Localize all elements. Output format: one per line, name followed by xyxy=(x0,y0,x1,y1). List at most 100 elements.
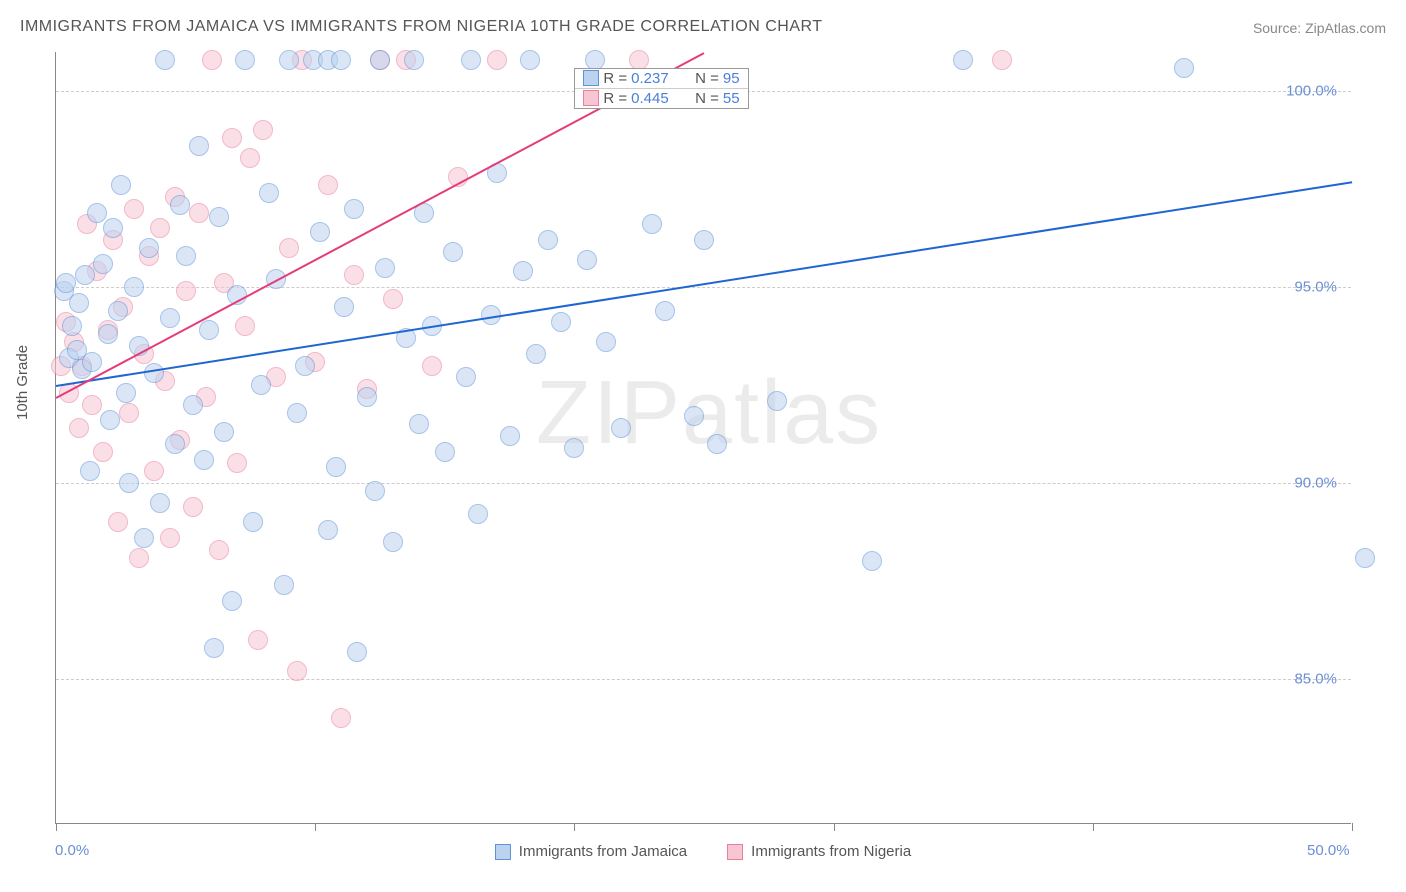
x-tick xyxy=(56,823,57,831)
x-tick xyxy=(1352,823,1353,831)
data-point xyxy=(279,50,299,70)
data-point xyxy=(375,258,395,278)
data-point xyxy=(183,395,203,415)
data-point xyxy=(222,128,242,148)
x-tick xyxy=(315,823,316,831)
n-label: N = xyxy=(695,70,719,87)
data-point xyxy=(953,50,973,70)
data-point xyxy=(461,50,481,70)
y-tick-label: 100.0% xyxy=(1286,83,1337,100)
r-label: R = xyxy=(603,70,627,87)
stats-legend-row: R =0.237N =95 xyxy=(575,69,747,88)
data-point xyxy=(199,320,219,340)
x-tick xyxy=(834,823,835,831)
x-tick xyxy=(1093,823,1094,831)
data-point xyxy=(334,297,354,317)
data-point xyxy=(1355,548,1375,568)
data-point xyxy=(202,50,222,70)
data-point xyxy=(170,195,190,215)
data-point xyxy=(344,265,364,285)
data-point xyxy=(160,308,180,328)
gridline xyxy=(56,679,1351,680)
r-value: 0.445 xyxy=(631,90,681,107)
data-point xyxy=(176,246,196,266)
data-point xyxy=(526,344,546,364)
y-axis-label: 10th Grade xyxy=(14,345,31,420)
data-point xyxy=(103,218,123,238)
gridline xyxy=(56,287,1351,288)
data-point xyxy=(139,238,159,258)
data-point xyxy=(992,50,1012,70)
data-point xyxy=(124,199,144,219)
data-point xyxy=(331,708,351,728)
data-point xyxy=(209,207,229,227)
data-point xyxy=(56,273,76,293)
data-point xyxy=(82,352,102,372)
legend-swatch xyxy=(583,90,599,106)
data-point xyxy=(487,50,507,70)
legend-swatch-jamaica xyxy=(495,844,511,860)
data-point xyxy=(129,548,149,568)
bottom-legend: Immigrants from Jamaica Immigrants from … xyxy=(0,843,1406,860)
data-point xyxy=(435,442,455,462)
data-point xyxy=(767,391,787,411)
data-point xyxy=(404,50,424,70)
data-point xyxy=(596,332,616,352)
data-point xyxy=(62,316,82,336)
data-point xyxy=(409,414,429,434)
data-point xyxy=(243,512,263,532)
legend-label-nigeria: Immigrants from Nigeria xyxy=(751,843,911,860)
data-point xyxy=(500,426,520,446)
x-tick-label: 0.0% xyxy=(55,842,89,859)
data-point xyxy=(251,375,271,395)
data-point xyxy=(513,261,533,281)
data-point xyxy=(520,50,540,70)
data-point xyxy=(189,136,209,156)
legend-swatch xyxy=(583,70,599,86)
data-point xyxy=(347,642,367,662)
data-point xyxy=(87,203,107,223)
data-point xyxy=(69,293,89,313)
data-point xyxy=(538,230,558,250)
data-point xyxy=(577,250,597,270)
data-point xyxy=(253,120,273,140)
chart-frame: ZIPatlas 85.0%90.0%95.0%100.0%R =0.237N … xyxy=(55,52,1351,824)
x-tick xyxy=(574,823,575,831)
data-point xyxy=(93,442,113,462)
n-value: 95 xyxy=(723,70,740,87)
data-point xyxy=(383,532,403,552)
data-point xyxy=(119,473,139,493)
data-point xyxy=(331,50,351,70)
data-point xyxy=(279,238,299,258)
plot-area: ZIPatlas 85.0%90.0%95.0%100.0%R =0.237N … xyxy=(56,52,1351,823)
source-attribution: Source: ZipAtlas.com xyxy=(1253,20,1386,36)
data-point xyxy=(111,175,131,195)
data-point xyxy=(274,575,294,595)
data-point xyxy=(248,630,268,650)
chart-title: IMMIGRANTS FROM JAMAICA VS IMMIGRANTS FR… xyxy=(20,18,823,36)
data-point xyxy=(160,528,180,548)
r-label: R = xyxy=(603,90,627,107)
data-point xyxy=(443,242,463,262)
data-point xyxy=(318,520,338,540)
data-point xyxy=(155,50,175,70)
data-point xyxy=(318,175,338,195)
data-point xyxy=(189,203,209,223)
trend-line xyxy=(56,181,1352,387)
data-point xyxy=(259,183,279,203)
data-point xyxy=(165,434,185,454)
data-point xyxy=(611,418,631,438)
data-point xyxy=(69,418,89,438)
stats-legend-row: R =0.445N =55 xyxy=(575,88,747,108)
n-label: N = xyxy=(695,90,719,107)
data-point xyxy=(144,461,164,481)
data-point xyxy=(108,512,128,532)
data-point xyxy=(75,265,95,285)
data-point xyxy=(116,383,136,403)
data-point xyxy=(124,277,144,297)
data-point xyxy=(295,356,315,376)
data-point xyxy=(310,222,330,242)
data-point xyxy=(684,406,704,426)
stats-legend: R =0.237N =95R =0.445N =55 xyxy=(574,68,748,109)
data-point xyxy=(326,457,346,477)
